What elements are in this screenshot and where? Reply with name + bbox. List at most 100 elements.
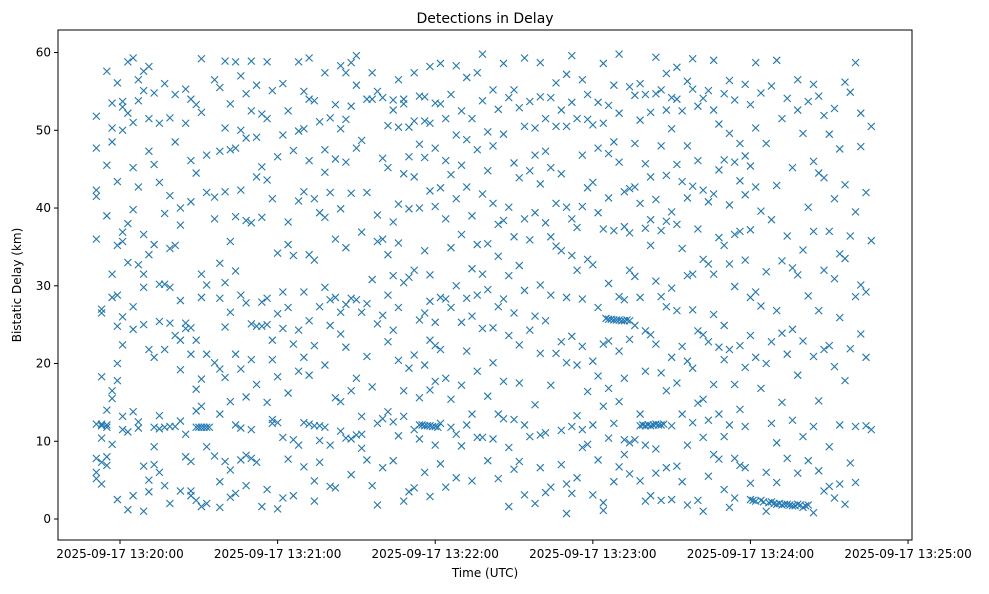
data-point-marker	[447, 90, 455, 99]
data-points	[92, 50, 876, 518]
data-point-marker	[202, 188, 211, 197]
data-point-marker	[373, 211, 382, 219]
data-point-marker	[720, 485, 729, 494]
data-point-marker	[294, 326, 303, 334]
data-point-marker	[431, 144, 440, 153]
data-point-marker	[273, 309, 282, 318]
data-point-marker	[92, 186, 101, 195]
data-point-marker	[202, 350, 211, 359]
data-point-marker	[176, 487, 185, 495]
data-point-marker	[410, 68, 419, 77]
data-point-marker	[357, 308, 366, 317]
data-point-marker	[651, 53, 660, 62]
data-point-marker	[468, 312, 476, 320]
data-point-marker	[499, 377, 508, 386]
data-point-marker	[567, 98, 576, 107]
data-point-marker	[851, 292, 860, 301]
data-point-marker	[599, 119, 608, 128]
data-point-marker	[667, 284, 676, 292]
data-point-marker	[284, 218, 293, 226]
data-point-marker	[641, 367, 650, 376]
y-tick-label: 30	[36, 279, 51, 293]
data-point-marker	[673, 379, 681, 387]
data-point-marker	[257, 298, 266, 306]
data-point-marker	[378, 463, 387, 472]
data-point-marker	[236, 365, 245, 373]
data-point-marker	[97, 434, 106, 443]
data-point-marker	[113, 241, 122, 250]
data-point-marker	[599, 225, 608, 233]
data-point-marker	[139, 230, 148, 239]
data-point-marker	[646, 215, 655, 224]
data-point-marker	[441, 156, 450, 165]
data-point-marker	[97, 480, 106, 488]
data-point-marker	[197, 270, 206, 279]
data-point-marker	[673, 95, 681, 104]
data-point-marker	[252, 81, 261, 90]
data-point-marker	[420, 246, 429, 255]
data-point-marker	[646, 241, 655, 250]
data-point-marker	[399, 497, 408, 506]
data-point-marker	[830, 494, 839, 502]
data-point-marker	[436, 183, 445, 192]
data-point-marker	[389, 417, 398, 426]
data-point-marker	[247, 57, 256, 65]
data-point-marker	[452, 61, 461, 70]
data-point-marker	[257, 322, 266, 331]
data-point-marker	[562, 70, 571, 79]
data-point-marker	[615, 50, 623, 58]
data-point-marker	[310, 256, 319, 265]
data-point-marker	[342, 158, 350, 167]
data-point-marker	[573, 266, 581, 275]
data-point-marker	[856, 281, 865, 289]
data-point-marker	[793, 271, 802, 279]
x-tick-label: 2025-09-17 13:22:00	[371, 547, 498, 561]
data-point-marker	[641, 159, 650, 168]
data-point-marker	[457, 318, 466, 327]
data-point-marker	[452, 131, 461, 139]
data-point-marker	[604, 337, 613, 345]
data-point-marker	[363, 456, 371, 464]
data-point-marker	[176, 336, 185, 345]
data-point-marker	[609, 138, 618, 146]
data-point-marker	[278, 324, 287, 333]
data-point-marker	[520, 286, 529, 295]
data-point-marker	[730, 494, 739, 502]
data-point-marker	[662, 463, 671, 472]
data-point-marker	[625, 184, 634, 193]
data-point-marker	[305, 156, 314, 165]
data-point-marker	[384, 250, 392, 259]
data-point-marker	[242, 451, 250, 460]
data-point-marker	[683, 357, 692, 366]
data-point-marker	[405, 152, 413, 161]
data-point-marker	[215, 365, 224, 373]
data-point-marker	[123, 57, 132, 66]
data-point-marker	[489, 358, 497, 367]
data-point-marker	[352, 295, 361, 304]
data-point-marker	[525, 432, 534, 441]
data-point-marker	[415, 140, 424, 149]
data-point-marker	[830, 104, 839, 113]
data-point-marker	[452, 281, 461, 290]
plot-area	[58, 30, 912, 540]
data-point-marker	[468, 114, 476, 123]
y-tick-label: 50	[36, 123, 51, 137]
data-point-marker	[284, 240, 293, 249]
data-point-marker	[102, 406, 111, 415]
data-point-marker	[483, 166, 492, 175]
data-point-marker	[284, 455, 293, 464]
data-point-marker	[730, 380, 739, 389]
data-point-marker	[139, 507, 148, 516]
data-point-marker	[657, 226, 666, 235]
data-point-marker	[278, 288, 287, 296]
data-point-marker	[499, 130, 508, 139]
data-point-marker	[315, 458, 324, 467]
data-point-marker	[331, 393, 340, 402]
data-point-marker	[102, 211, 111, 220]
data-point-marker	[478, 324, 487, 333]
data-point-marker	[694, 326, 702, 335]
data-point-marker	[578, 425, 587, 434]
data-point-marker	[562, 358, 571, 367]
data-point-marker	[210, 358, 219, 367]
data-point-marker	[625, 470, 634, 478]
